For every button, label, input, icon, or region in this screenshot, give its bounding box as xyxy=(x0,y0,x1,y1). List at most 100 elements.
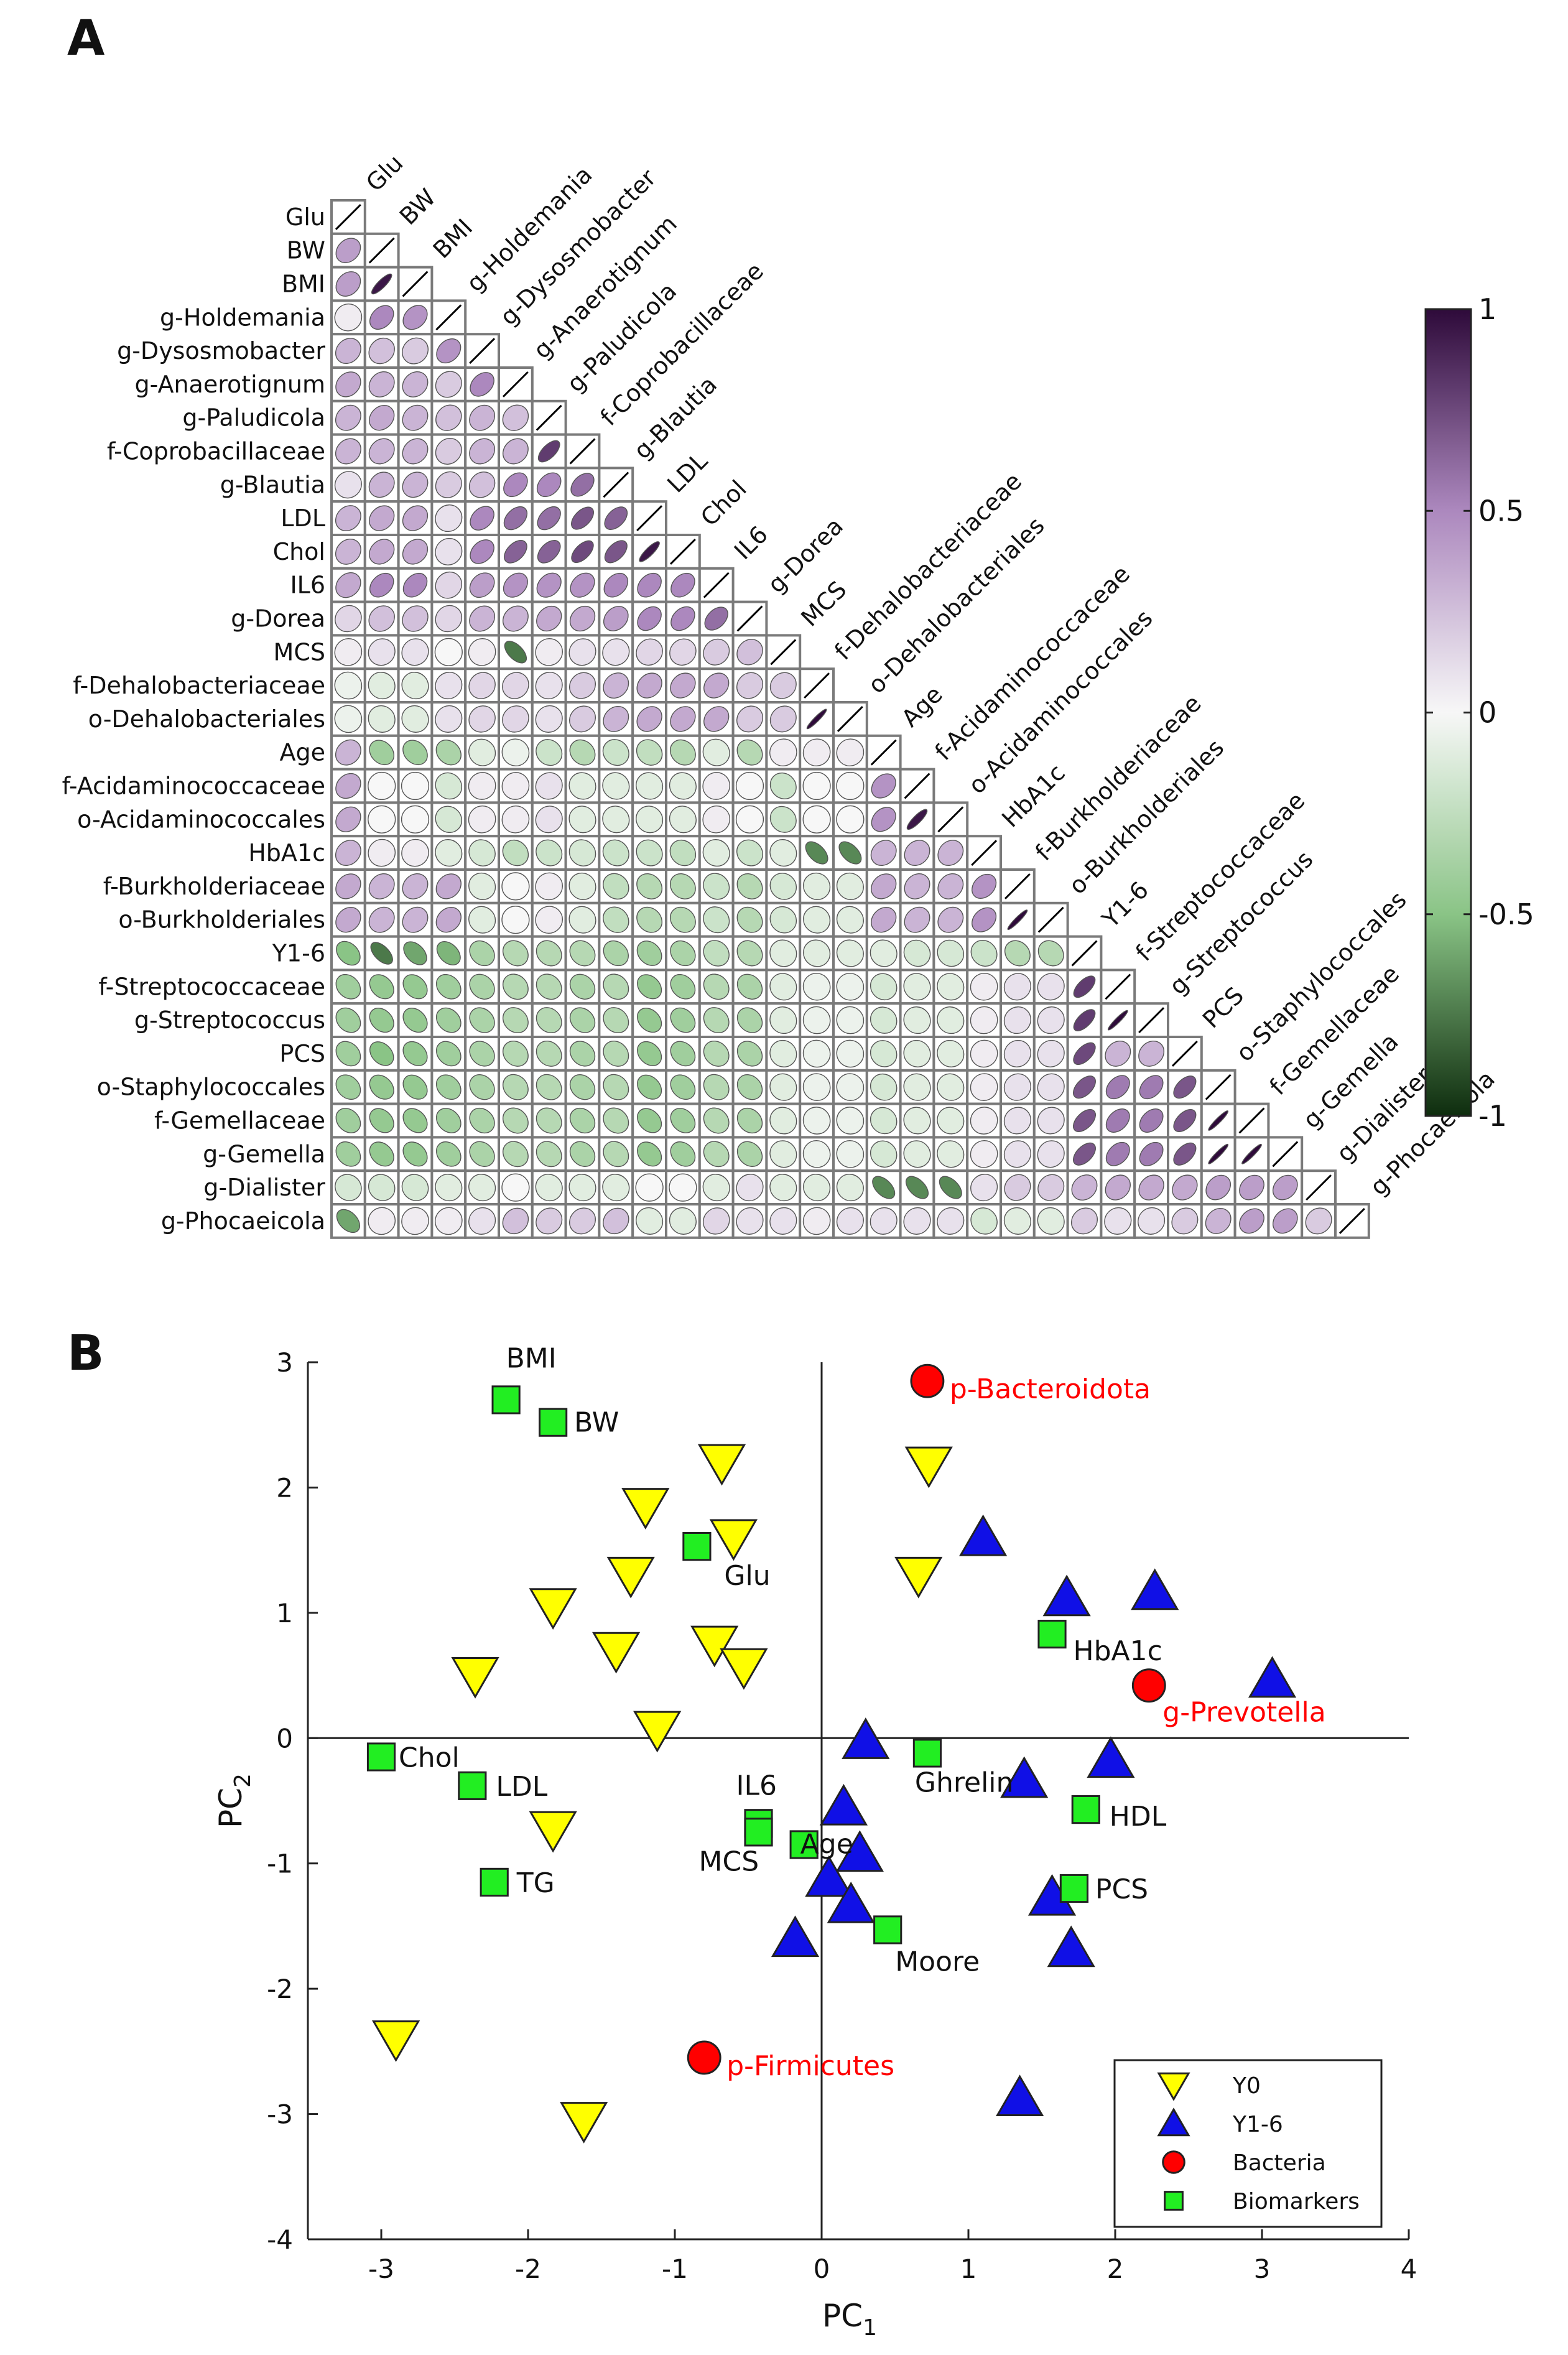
corr-ellipse xyxy=(736,1107,763,1134)
col-label-mcs: MCS xyxy=(796,576,851,632)
corr-ellipse xyxy=(1138,1207,1166,1235)
corr-ellipse xyxy=(536,1207,563,1235)
corr-ellipse xyxy=(369,572,394,598)
corr-ellipse xyxy=(972,907,997,932)
corr-ellipse xyxy=(368,838,396,867)
corr-ellipse xyxy=(970,1073,998,1102)
corr-ellipse xyxy=(769,1039,797,1067)
corr-ellipse xyxy=(603,1107,629,1134)
corr-ellipse xyxy=(836,939,864,967)
corr-ellipse xyxy=(670,706,696,732)
diagonal-slash xyxy=(435,304,462,331)
marker-y1-6 xyxy=(959,1514,1008,1556)
corr-ellipse xyxy=(703,873,730,900)
corr-ellipse xyxy=(937,1039,965,1067)
corr-ellipse xyxy=(368,1207,396,1235)
corr-ellipse xyxy=(803,872,831,900)
corr-ellipse xyxy=(569,1141,596,1167)
corr-ellipse xyxy=(870,1107,898,1135)
corr-ellipse xyxy=(368,771,396,801)
diagonal-slash xyxy=(736,605,763,632)
corr-ellipse xyxy=(871,873,897,899)
col-label-bw: BW xyxy=(394,183,441,230)
diagonal-slash xyxy=(1138,1007,1165,1034)
corr-ellipse xyxy=(803,939,831,967)
corr-ellipse xyxy=(1073,1009,1096,1031)
point-label-ghrelin: Ghrelin xyxy=(915,1767,1014,1798)
corr-ellipse xyxy=(769,1006,797,1034)
corr-ellipse xyxy=(1205,1174,1232,1201)
corr-ellipse xyxy=(1037,1039,1065,1067)
corr-ellipse xyxy=(537,540,561,564)
corr-ellipse xyxy=(469,940,495,967)
corr-ellipse xyxy=(702,772,731,800)
corr-ellipse xyxy=(336,941,361,966)
corr-ellipse xyxy=(836,906,864,934)
corr-ellipse xyxy=(736,940,763,967)
corr-ellipse xyxy=(468,705,496,733)
diagonal-slash xyxy=(536,404,562,431)
corr-ellipse xyxy=(335,1007,361,1033)
corr-ellipse xyxy=(736,873,763,899)
corr-ellipse xyxy=(535,806,563,834)
corr-ellipse xyxy=(703,706,730,732)
corr-ellipse xyxy=(870,1207,898,1235)
corr-ellipse xyxy=(769,1174,797,1202)
corr-ellipse xyxy=(903,1207,931,1235)
corr-ellipse xyxy=(769,973,797,1001)
marker-biomarker xyxy=(366,1742,396,1772)
panel-b-label: B xyxy=(67,1326,104,1382)
corr-ellipse xyxy=(1173,1109,1197,1132)
corr-ellipse xyxy=(603,873,629,900)
corr-ellipse xyxy=(435,806,463,834)
diagonal-slash xyxy=(770,639,797,666)
corr-ellipse xyxy=(569,973,596,1000)
corr-ellipse xyxy=(1003,1107,1031,1135)
diagonal-slash xyxy=(1338,1207,1365,1234)
corr-ellipse xyxy=(1073,1142,1096,1166)
pca-scatter: -3 -2 -1 0 1 2 3 4 3 2 1 0 -1 -2 -3 -4 PC1 PC2 p-Bacteroid… xyxy=(213,1342,1417,2341)
corr-ellipse xyxy=(569,739,596,766)
corr-ellipse xyxy=(1239,1208,1264,1234)
corr-ellipse xyxy=(669,1207,697,1235)
corr-ellipse xyxy=(401,1174,429,1201)
corr-ellipse xyxy=(536,1040,562,1067)
diagonal-slash xyxy=(603,471,629,498)
diagonal-slash xyxy=(837,705,863,732)
marker-y1-6 xyxy=(1131,1568,1179,1610)
corr-ellipse xyxy=(435,437,462,465)
corr-ellipse xyxy=(1205,1207,1232,1234)
corr-ellipse xyxy=(403,941,427,965)
corr-ellipse xyxy=(937,939,965,967)
corr-ellipse xyxy=(669,1173,697,1202)
point-label-pcs: PCS xyxy=(1095,1874,1148,1905)
point-label-glu: Glu xyxy=(724,1560,770,1592)
row-label-o-acidaminococcales: o-Acidaminococcales xyxy=(77,806,325,833)
point-label-tg: TG xyxy=(516,1867,555,1899)
corr-ellipse xyxy=(636,806,664,834)
corr-ellipse xyxy=(502,1107,529,1134)
legend-label-y1-6: Y1-6 xyxy=(1232,2112,1283,2137)
corr-ellipse xyxy=(402,1041,428,1066)
legend-label-y0: Y0 xyxy=(1232,2073,1261,2099)
corr-ellipse xyxy=(368,337,395,365)
marker-y0 xyxy=(529,1588,577,1630)
corr-ellipse xyxy=(335,773,361,799)
corr-ellipse xyxy=(435,672,463,700)
corr-ellipse xyxy=(335,572,361,598)
diagonal-slash xyxy=(368,237,395,264)
corr-ellipse xyxy=(334,303,363,332)
corr-ellipse xyxy=(369,1008,394,1033)
corr-ellipse xyxy=(435,404,462,431)
corr-ellipse xyxy=(401,771,430,801)
corr-ellipse xyxy=(435,873,462,899)
row-label-g-blautia: g-Blautia xyxy=(220,471,325,498)
corr-ellipse xyxy=(369,1141,394,1167)
diagonal-slash xyxy=(1171,1040,1198,1067)
y-tick-label: 3 xyxy=(276,1347,293,1378)
corr-ellipse xyxy=(369,974,394,1000)
corr-ellipse xyxy=(803,1174,831,1202)
corr-ellipse xyxy=(703,906,730,934)
corr-ellipse xyxy=(836,1039,865,1068)
panel-a-label: A xyxy=(67,11,104,67)
